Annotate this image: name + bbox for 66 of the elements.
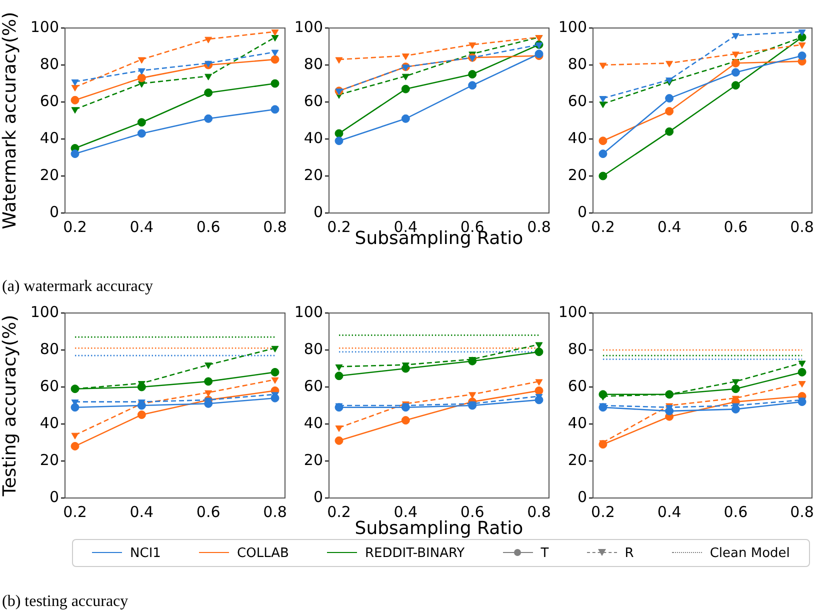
y-tick-label: 0 bbox=[577, 202, 587, 221]
y-tick-label: 100 bbox=[294, 302, 323, 321]
x-tick-label: 0.8 bbox=[263, 218, 287, 236]
x-tick-label: 0.8 bbox=[790, 502, 814, 521]
y-tick-label: 40 bbox=[304, 128, 323, 147]
y-tick-label: 0 bbox=[313, 488, 323, 506]
y-tick-label: 80 bbox=[40, 54, 59, 73]
x-tick-label: 0.2 bbox=[591, 502, 615, 521]
y-tick-label: 20 bbox=[568, 450, 587, 469]
x-tick-label: 0.4 bbox=[657, 502, 682, 521]
y-tick-label: 80 bbox=[304, 54, 323, 73]
x-tick-label: 0.8 bbox=[527, 502, 551, 521]
y-tick-label: 0 bbox=[313, 202, 323, 221]
legend-label: Clean Model bbox=[710, 546, 790, 560]
y-tick-label: 20 bbox=[40, 450, 59, 469]
x-tick-label: 0.8 bbox=[263, 502, 287, 521]
y-tick-label: 60 bbox=[304, 376, 323, 395]
y-tick-label: 60 bbox=[568, 92, 587, 110]
y-tick-label: 80 bbox=[40, 340, 59, 358]
y-tick-label: 20 bbox=[568, 166, 587, 184]
y-tick-label: 100 bbox=[558, 18, 587, 36]
x-tick-label: 0.2 bbox=[63, 502, 87, 521]
y-tick-label: 20 bbox=[40, 166, 59, 184]
y-tick-label: 60 bbox=[304, 92, 323, 110]
x-tick-label: 0.6 bbox=[724, 218, 748, 236]
x-tick-label: 0.4 bbox=[130, 502, 154, 521]
y-tick-label: 100 bbox=[30, 302, 59, 321]
x-tick-label: 0.8 bbox=[790, 218, 814, 236]
x-tick-label: 0.6 bbox=[196, 218, 220, 236]
y-tick-label: 80 bbox=[568, 340, 587, 358]
x-tick-label: 0.2 bbox=[327, 502, 351, 521]
legend-label: R bbox=[624, 546, 634, 560]
y-tick-label: 20 bbox=[304, 450, 323, 469]
x-tick-label: 0.2 bbox=[63, 218, 87, 236]
y-tick-label: 60 bbox=[40, 376, 59, 395]
legend-label: T bbox=[540, 546, 549, 560]
y-tick-label: 100 bbox=[294, 18, 323, 36]
y-tick-label: 80 bbox=[568, 54, 587, 73]
y-tick-label: 100 bbox=[558, 302, 587, 321]
y-tick-label: 20 bbox=[304, 166, 323, 184]
y-tick-label: 40 bbox=[304, 414, 323, 432]
x-tick-label: 0.2 bbox=[327, 218, 351, 236]
x-tick-label: 0.4 bbox=[130, 218, 154, 236]
x-tick-label: 0.2 bbox=[591, 218, 615, 236]
y-tick-label: 40 bbox=[40, 414, 59, 432]
y-tick-label: 40 bbox=[568, 414, 587, 432]
x-tick-label: 0.8 bbox=[527, 218, 551, 236]
y-tick-label: 60 bbox=[568, 376, 587, 395]
x-tick-label: 0.6 bbox=[196, 502, 220, 521]
legend-label: NCI1 bbox=[130, 546, 161, 560]
y-tick-label: 60 bbox=[40, 92, 59, 110]
legend-label: COLLAB bbox=[237, 546, 289, 560]
x-tick-label: 0.4 bbox=[657, 218, 682, 236]
y-tick-label: 0 bbox=[49, 202, 59, 221]
y-tick-label: 0 bbox=[577, 488, 587, 506]
y-tick-label: 0 bbox=[49, 488, 59, 506]
y-axis-title: Testing accuracy(%) bbox=[0, 314, 20, 498]
y-axis-title: Watermark accuracy(%) bbox=[0, 12, 20, 230]
text: (b) testing accuracy bbox=[2, 593, 128, 611]
x-tick-label: 0.6 bbox=[724, 502, 748, 521]
y-tick-label: 40 bbox=[40, 128, 59, 147]
legend-label: REDDIT-BINARY bbox=[365, 546, 465, 560]
text: (a) watermark accuracy bbox=[2, 278, 153, 296]
y-tick-label: 100 bbox=[30, 18, 59, 36]
y-tick-label: 80 bbox=[304, 340, 323, 358]
y-tick-label: 40 bbox=[568, 128, 587, 147]
